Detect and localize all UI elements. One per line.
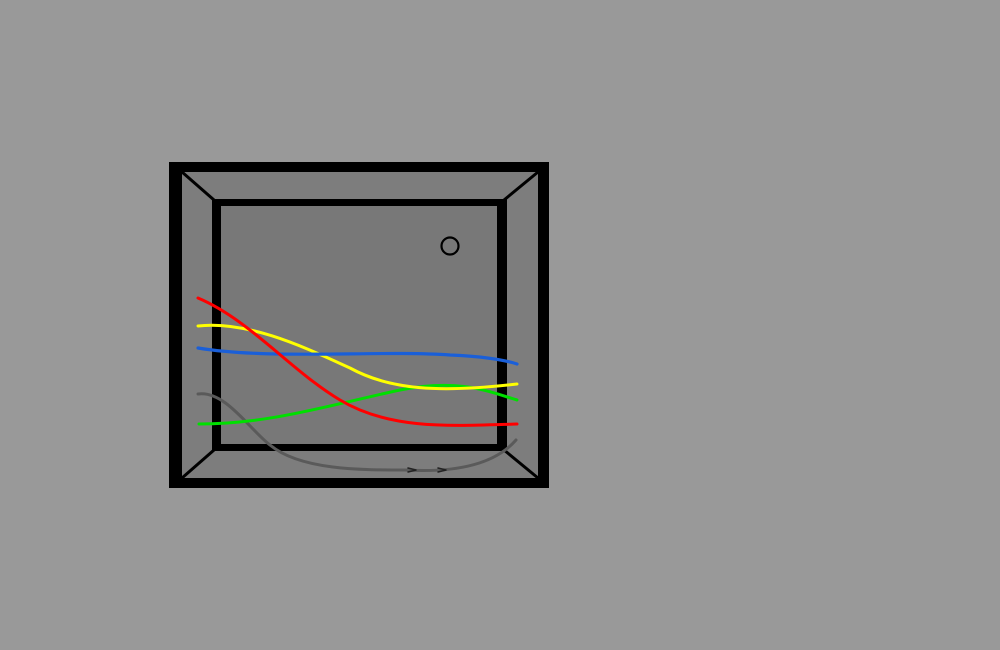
blue-wire[interactable] [196, 346, 519, 366]
circle-hole-icon[interactable] [440, 236, 460, 256]
gray-wire[interactable] [196, 392, 518, 473]
wires [196, 296, 519, 473]
green-wire[interactable] [197, 383, 519, 426]
box-corner-line-tl [181, 170, 215, 202]
box-corner-line-tr [503, 170, 539, 202]
wire-cut-mark-right [437, 467, 447, 473]
wire-cut-mark-left [407, 467, 417, 473]
box-top-panel [182, 172, 538, 200]
box-bottom-panel [182, 450, 538, 478]
box-corner-line-bl [181, 448, 215, 480]
box-corner-line-br [503, 448, 539, 480]
box-right-panel [504, 172, 538, 478]
red-wire[interactable] [196, 296, 519, 427]
wire-box [169, 162, 549, 488]
box-back-wall [221, 206, 497, 444]
